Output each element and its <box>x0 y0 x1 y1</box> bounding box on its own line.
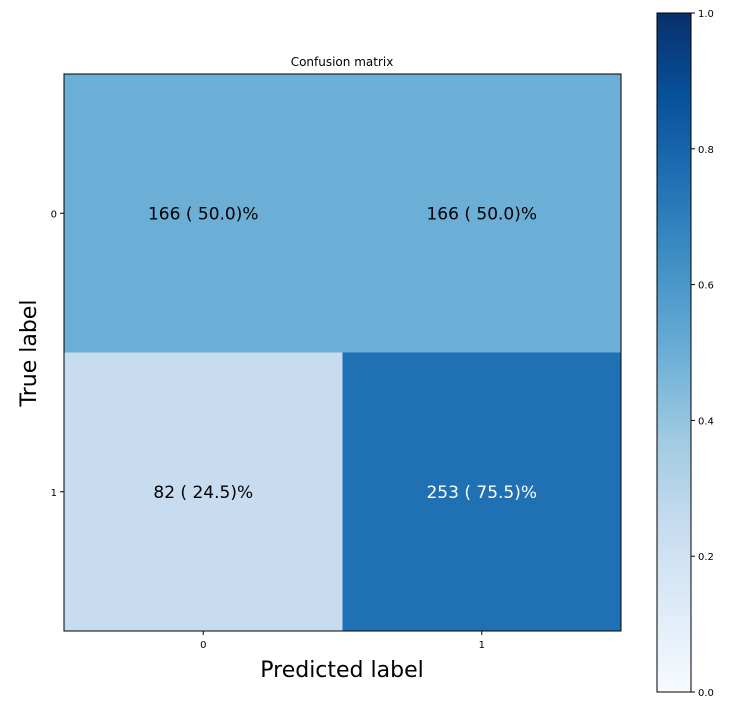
colorbar-tick-label: 0.4 <box>698 416 714 427</box>
cell-label: 166 ( 50.0)% <box>426 204 537 224</box>
colorbar-tick-label: 0.0 <box>698 688 714 699</box>
cell-label: 253 ( 75.5)% <box>426 483 537 503</box>
colorbar-ticks: 0.0 0.2 0.4 0.6 0.8 1.0 <box>691 9 714 699</box>
x-tick-label: 1 <box>479 640 485 651</box>
heatmap-cell <box>64 352 343 631</box>
y-axis-ticks: 01 <box>51 209 64 499</box>
heatmap-cell-labels: 166 ( 50.0)% 166 ( 50.0)% 82 ( 24.5)% 253 (… <box>148 204 537 503</box>
colorbar-tick-label: 0.2 <box>698 552 714 563</box>
heatmap-cell <box>342 352 621 631</box>
colorbar: 0.0 0.2 0.4 0.6 0.8 1.0 <box>656 9 714 699</box>
heatmap-cell <box>342 74 621 353</box>
y-tick-label: 0 <box>51 209 57 220</box>
cell-label: 166 ( 50.0)% <box>148 204 259 224</box>
heatmap-cell <box>64 74 343 353</box>
cell-label: 82 ( 24.5)% <box>153 483 253 503</box>
colorbar-gradient <box>656 12 692 693</box>
x-tick-label: 0 <box>200 640 206 651</box>
colorbar-tick-label: 1.0 <box>698 9 714 20</box>
colorbar-tick-label: 0.8 <box>698 145 714 156</box>
heatmap-cells <box>64 74 621 631</box>
y-tick-label: 1 <box>51 488 57 499</box>
y-axis-label: True label <box>17 300 42 408</box>
plot-frame <box>63 73 622 632</box>
x-axis-label: Predicted label <box>260 658 423 683</box>
chart-title: Confusion matrix <box>291 55 394 69</box>
colorbar-tick-label: 0.6 <box>698 281 714 292</box>
